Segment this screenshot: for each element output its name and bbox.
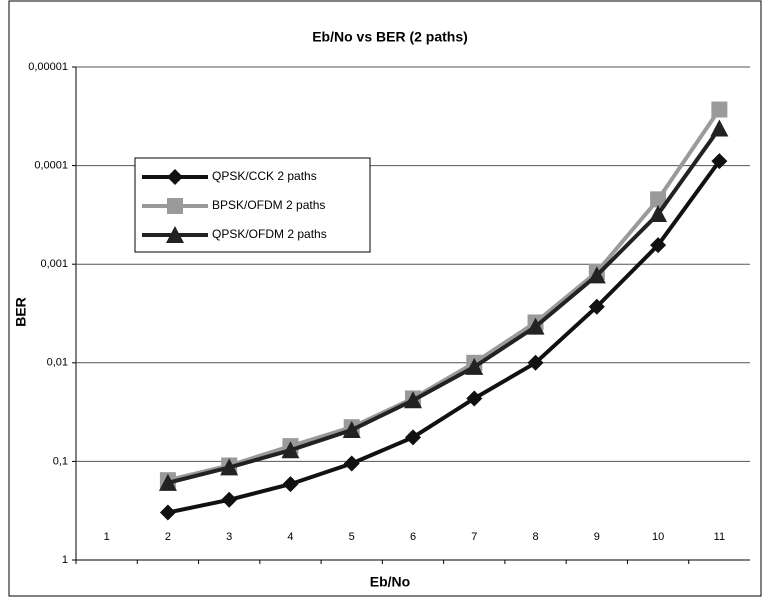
marker: [465, 357, 484, 375]
marker: [221, 491, 238, 508]
marker: [466, 390, 483, 407]
series-line: [167, 159, 721, 515]
marker: [343, 455, 360, 472]
legend-label: BPSK/OFDM 2 paths: [212, 198, 325, 212]
chart-frame: [8, 0, 762, 597]
x-tick-label: 1: [104, 531, 110, 543]
marker: [711, 101, 728, 118]
series-line: [167, 127, 721, 485]
marker: [711, 153, 728, 170]
marker: [710, 119, 729, 137]
x-tick-label: 3: [226, 531, 232, 543]
x-tick-label: 9: [594, 531, 600, 543]
marker: [650, 191, 667, 208]
marker: [167, 169, 183, 185]
marker: [158, 473, 177, 491]
legend-label: QPSK/CCK 2 paths: [212, 169, 317, 183]
marker: [404, 391, 422, 409]
x-tick-label: 11: [714, 531, 725, 543]
chart-title: Eb/No vs BER (2 paths): [312, 29, 468, 45]
legend: QPSK/CCK 2 paths BPSK/OFDM 2 paths QPSK/OF…: [134, 157, 371, 253]
marker: [587, 266, 606, 284]
marker: [282, 476, 299, 493]
x-tick-label: 6: [410, 531, 416, 543]
marker: [166, 226, 184, 243]
marker: [220, 458, 239, 476]
marker: [167, 198, 183, 214]
marker: [405, 429, 421, 446]
x-tick-label: 2: [165, 531, 171, 543]
series-line: [167, 108, 722, 483]
y-axis-title: BER: [13, 297, 29, 327]
x-tick-label: 10: [652, 531, 664, 543]
x-tick-label: 5: [349, 531, 355, 543]
marker: [649, 205, 668, 223]
x-tick-label: 8: [532, 531, 538, 543]
y-tick-label: 0,01: [47, 357, 68, 369]
marker: [526, 317, 545, 335]
legend-label: QPSK/OFDM 2 paths: [212, 227, 327, 241]
y-tick-label: 0,0001: [34, 160, 68, 172]
marker: [281, 441, 300, 459]
y-tick-label: 0,001: [40, 258, 68, 270]
x-tick-label: 4: [287, 531, 293, 543]
x-axis-title: Eb/No: [370, 574, 410, 590]
y-tick-label: 0,1: [53, 455, 68, 467]
marker: [159, 504, 176, 521]
y-tick-label: 0,00001: [28, 61, 68, 73]
x-tick-label: 7: [471, 531, 477, 543]
marker: [342, 420, 361, 438]
marker: [527, 354, 544, 371]
marker: [588, 298, 605, 315]
marker: [650, 237, 667, 254]
y-tick-label: 1: [62, 554, 68, 566]
